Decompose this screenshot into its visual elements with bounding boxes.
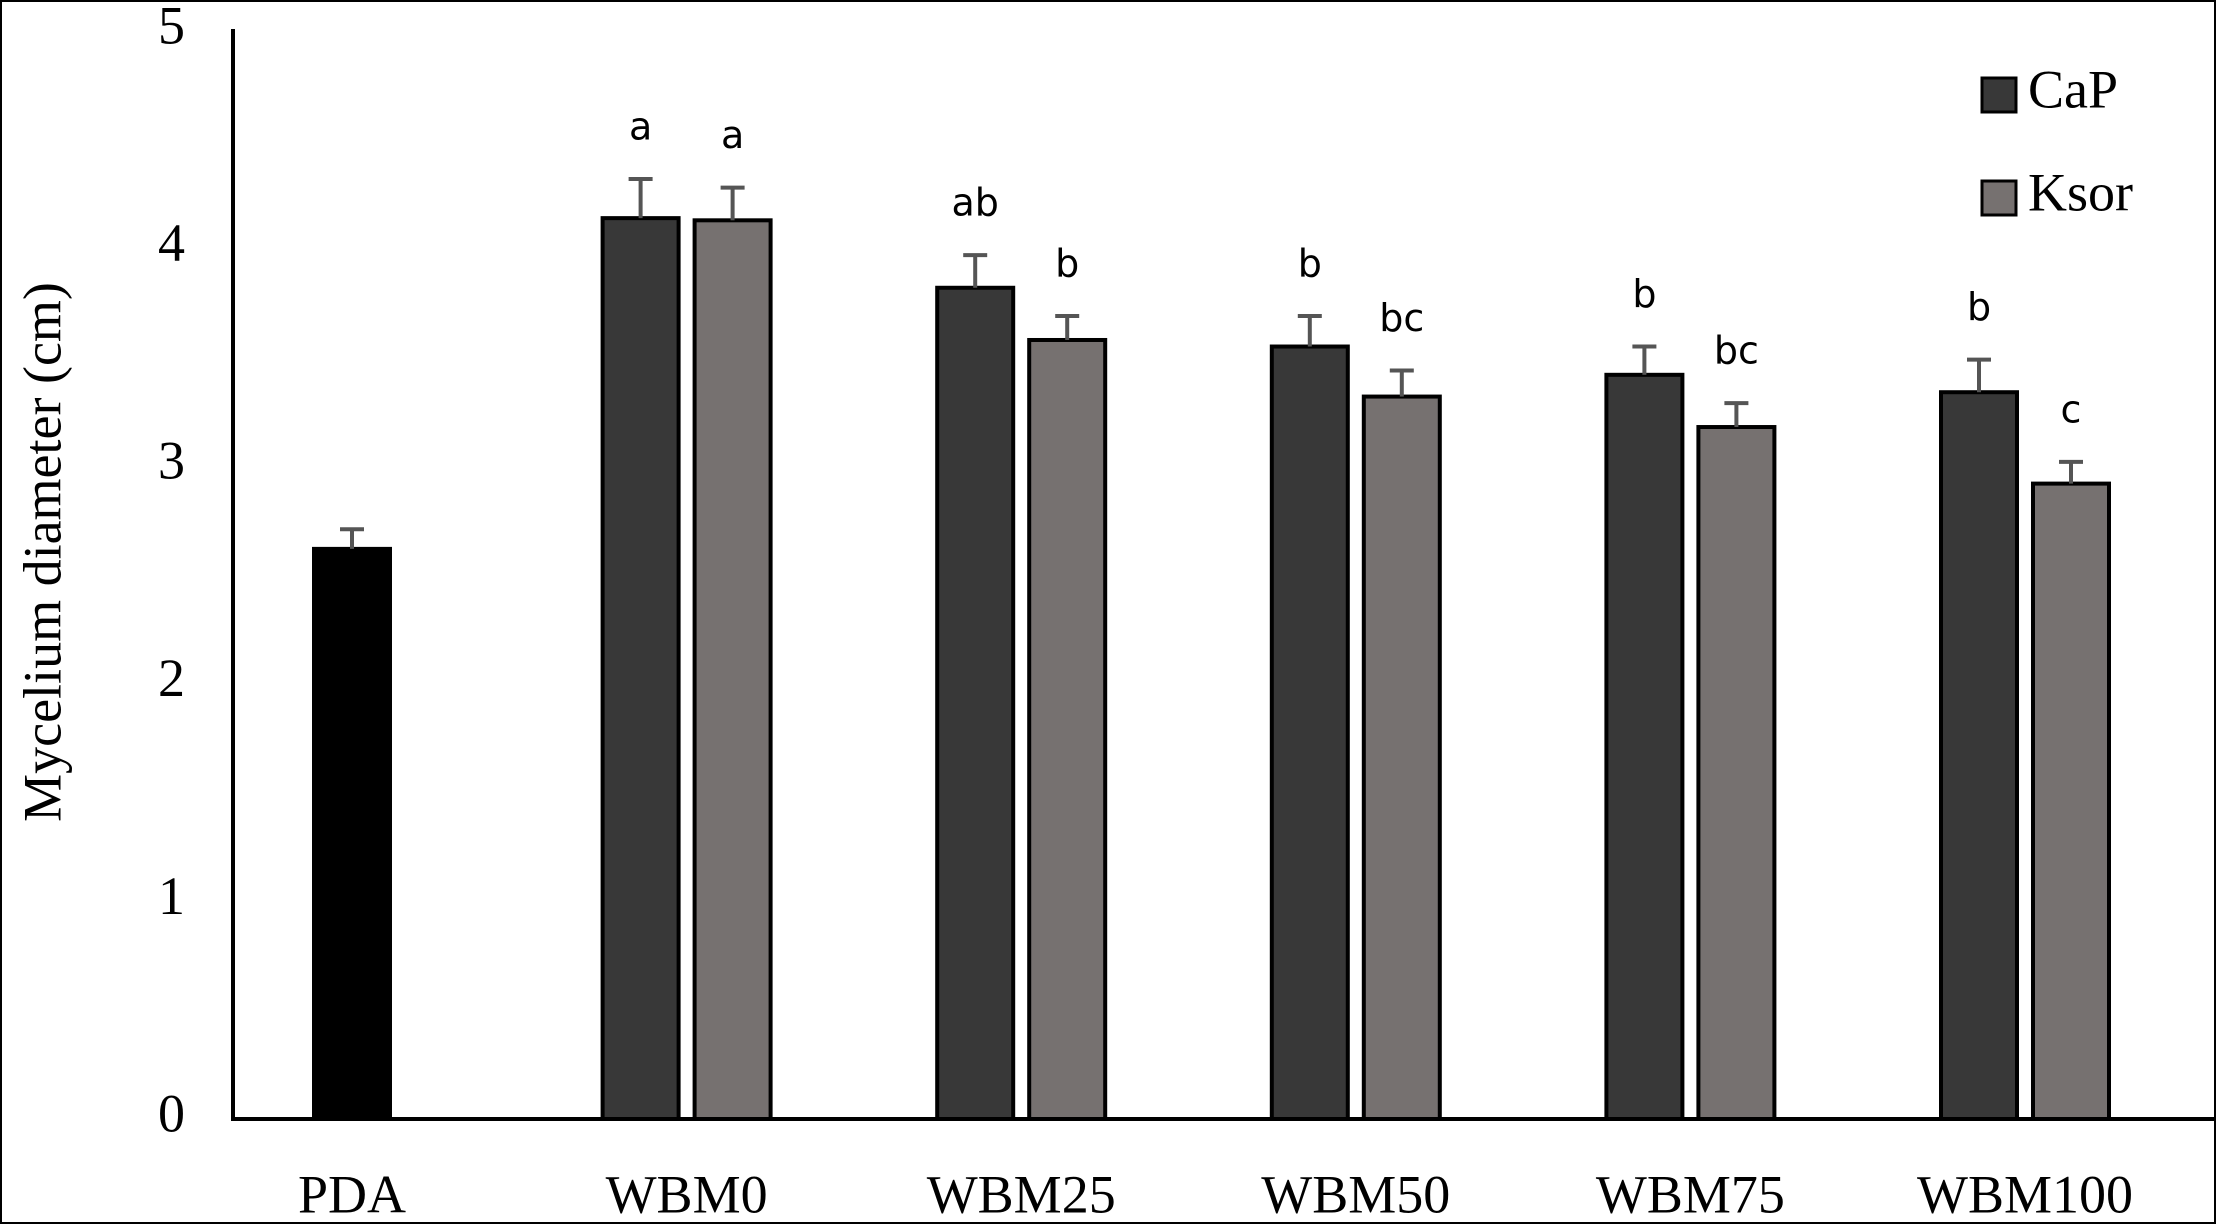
significance-label: bc: [1714, 329, 1759, 373]
y-axis-label: Mycelium diameter (cm): [12, 282, 72, 822]
significance-label: b: [1967, 285, 1991, 329]
significance-label: b: [1055, 242, 1079, 286]
significance-label: a: [629, 104, 652, 148]
y-tick-label: 2: [158, 648, 185, 708]
x-tick-label: WBM50: [1261, 1164, 1450, 1224]
bar: [1361, 394, 1442, 1121]
x-tick-label: PDA: [298, 1164, 406, 1224]
y-tick-label: 1: [158, 866, 185, 926]
bar: [935, 285, 1016, 1121]
legend-label: CaP: [2028, 59, 2118, 119]
y-tick-label: 3: [158, 431, 185, 491]
legend-swatch: [1980, 76, 2018, 114]
bar: [1027, 337, 1108, 1121]
bar: [1939, 390, 2019, 1121]
bar: [600, 216, 681, 1122]
legend-swatch: [1980, 179, 2018, 217]
y-tick-label: 4: [158, 213, 185, 273]
bar: [312, 546, 392, 1121]
significance-label: a: [721, 113, 744, 157]
significance-label: b: [1632, 272, 1656, 316]
legend-label: Ksor: [2028, 162, 2133, 222]
bar: [1269, 344, 1350, 1121]
y-tick-label: 5: [158, 0, 185, 55]
significance-label: bc: [1379, 296, 1424, 340]
significance-label: b: [1298, 242, 1322, 286]
x-tick-label: WBM75: [1596, 1164, 1785, 1224]
bar: [1604, 372, 1685, 1122]
bar: [692, 218, 773, 1121]
significance-label: ab: [951, 181, 998, 225]
x-tick-label: WBM25: [927, 1164, 1116, 1224]
significance-label: c: [2061, 387, 2082, 431]
bar: [1696, 425, 1777, 1122]
y-tick-label: 0: [158, 1083, 185, 1143]
bar: [2031, 481, 2111, 1122]
x-tick-label: WBM100: [1917, 1164, 2133, 1224]
x-tick-label: WBM0: [606, 1164, 768, 1224]
